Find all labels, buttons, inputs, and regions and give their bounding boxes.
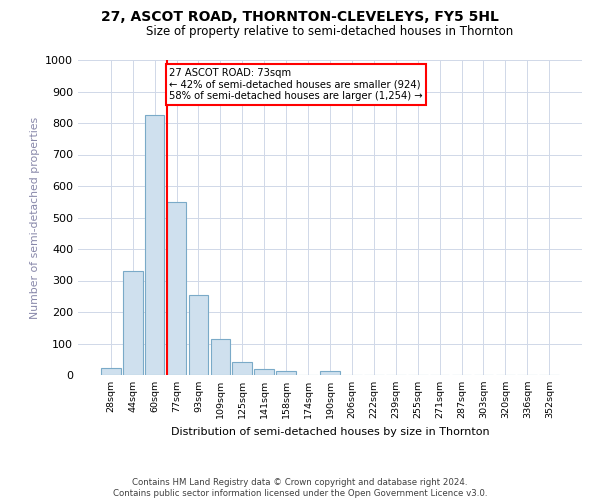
Bar: [167, 202, 187, 375]
Bar: [254, 368, 274, 375]
Bar: [320, 371, 340, 375]
X-axis label: Distribution of semi-detached houses by size in Thornton: Distribution of semi-detached houses by …: [170, 426, 490, 436]
Bar: [188, 294, 208, 375]
Bar: [123, 271, 143, 375]
Bar: [145, 115, 164, 375]
Y-axis label: Number of semi-detached properties: Number of semi-detached properties: [29, 116, 40, 318]
Text: 27 ASCOT ROAD: 73sqm
← 42% of semi-detached houses are smaller (924)
58% of semi: 27 ASCOT ROAD: 73sqm ← 42% of semi-detac…: [169, 68, 423, 101]
Bar: [211, 339, 230, 375]
Text: Contains HM Land Registry data © Crown copyright and database right 2024.
Contai: Contains HM Land Registry data © Crown c…: [113, 478, 487, 498]
Title: Size of property relative to semi-detached houses in Thornton: Size of property relative to semi-detach…: [146, 25, 514, 38]
Bar: [276, 370, 296, 375]
Text: 27, ASCOT ROAD, THORNTON-CLEVELEYS, FY5 5HL: 27, ASCOT ROAD, THORNTON-CLEVELEYS, FY5 …: [101, 10, 499, 24]
Bar: [232, 362, 252, 375]
Bar: [101, 368, 121, 375]
